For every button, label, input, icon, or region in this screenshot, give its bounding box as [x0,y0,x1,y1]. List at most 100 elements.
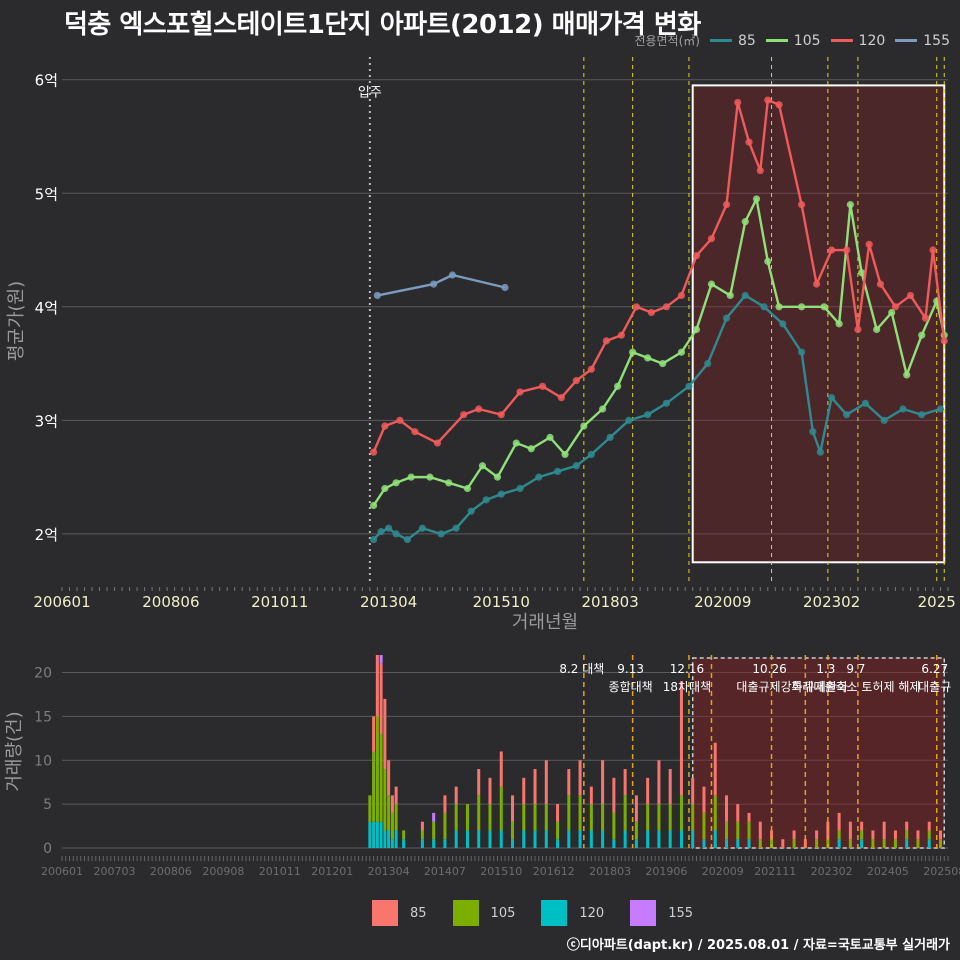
legend-swatch-120 [830,39,853,42]
volume-bar-segment [387,795,391,831]
volume-bar-segment [443,839,447,848]
volume-bar-segment [691,804,695,831]
volume-bar-segment [522,777,526,805]
volume-bar-segment [713,742,717,796]
volume-xtick-label: 201803 [589,865,631,878]
price-point-85 [899,405,907,413]
volume-bar-segment [612,777,616,813]
volume-bar-segment [691,777,695,805]
price-point-120 [906,291,915,300]
volume-bar-segment [679,795,683,831]
price-xtick-label: 201304 [360,593,417,611]
volume-bar-segment [544,830,548,848]
price-point-85 [403,535,411,544]
price-point-85 [722,314,731,322]
price-point-85 [392,530,400,538]
policy-name-label: 대출규제강화 [736,680,802,694]
price-point-120 [764,96,772,104]
volume-bar-segment [454,804,458,831]
volume-xtick-label: 200601 [41,865,83,878]
volume-legend-item-105: 105 [452,900,516,926]
legend-swatch-105 [765,39,788,42]
volume-bar-segment [702,812,706,840]
volume-bar-segment [882,839,886,848]
price-point-105 [463,484,472,493]
price-point-105 [445,479,453,487]
price-point-120 [572,377,580,385]
price-point-105 [752,195,761,203]
volume-bar-segment [848,839,852,848]
volume-bar-segment [646,777,650,805]
price-point-105 [392,479,400,487]
volume-bar-segment [454,830,458,848]
volume-bar-segment [679,830,683,848]
volume-bar-segment [871,830,875,840]
volume-bar-segment [379,655,383,664]
volume-bar-segment [713,795,717,831]
volume-bar-segment [646,830,650,848]
volume-bar-segment [499,751,503,787]
volume-ytick-label: 0 [43,841,52,857]
price-point-105 [903,371,911,379]
volume-bar-segment [432,839,436,848]
volume-bar-segment [567,830,571,848]
volume-bar-segment [544,760,548,805]
price-point-105 [407,473,415,481]
price-point-85 [843,411,851,419]
volume-bar-segment [882,821,886,840]
price-point-85 [880,416,888,424]
volume-bar-segment [871,839,875,848]
price-xtick-label: 2025 [918,593,956,611]
price-point-105 [659,359,667,368]
volume-bar-segment [420,839,424,848]
volume-bar-segment [379,821,383,848]
volume-xtick-label: 201510 [480,865,522,878]
volume-xtick-label: 201304 [368,865,410,878]
price-line-105 [372,197,946,507]
price-point-105 [478,462,487,470]
price-point-105 [599,405,607,413]
price-point-105 [726,291,734,300]
price-point-120 [865,240,873,248]
volume-bar-segment [375,716,379,822]
price-point-120 [940,337,948,345]
price-highlight-box [691,84,946,564]
price-ytick-label: 3억 [35,412,58,430]
price-point-120 [677,291,686,300]
volume-bar-segment [747,812,751,822]
volume-bar-segment [488,804,492,831]
volume-highlight-box [691,657,945,849]
volume-bar-segment [623,795,627,831]
price-point-120 [538,382,547,390]
price-point-120 [647,308,656,317]
legend-title: 전용면적(㎡) [634,34,700,48]
volume-panel: 0 5 10 15 20 거래량(건) 8.2 대책 9.13 종합대책 12.16 18차대책 10… [4,655,960,878]
price-ytick-label: 2억 [35,526,58,544]
volume-bar-segment [390,812,394,840]
volume-bar-segment [758,839,762,848]
volume-bar-segment [736,804,740,822]
volume-bar-segment [533,769,537,805]
price-point-105 [797,303,806,311]
price-point-120 [662,303,671,311]
price-point-85 [918,411,926,419]
price-point-105 [835,320,843,328]
volume-legend-swatch-155 [630,900,657,926]
price-point-105 [873,325,881,334]
volume-legend-label-105: 105 [490,905,516,921]
volume-bar-segment [394,830,398,848]
volume-bar-segment [848,821,852,840]
price-point-120 [602,337,610,345]
volume-legend-label-155: 155 [668,905,694,921]
price-point-105 [629,348,637,356]
volume-bar-segment [668,769,672,805]
volume-bar-segment [837,839,841,848]
price-point-105 [493,473,502,481]
volume-legend: 85 105 120 155 [372,900,693,926]
price-ytick-label: 5억 [35,185,58,203]
price-point-120 [775,101,783,109]
volume-bar-segment [747,821,751,840]
price-point-120 [460,411,468,419]
